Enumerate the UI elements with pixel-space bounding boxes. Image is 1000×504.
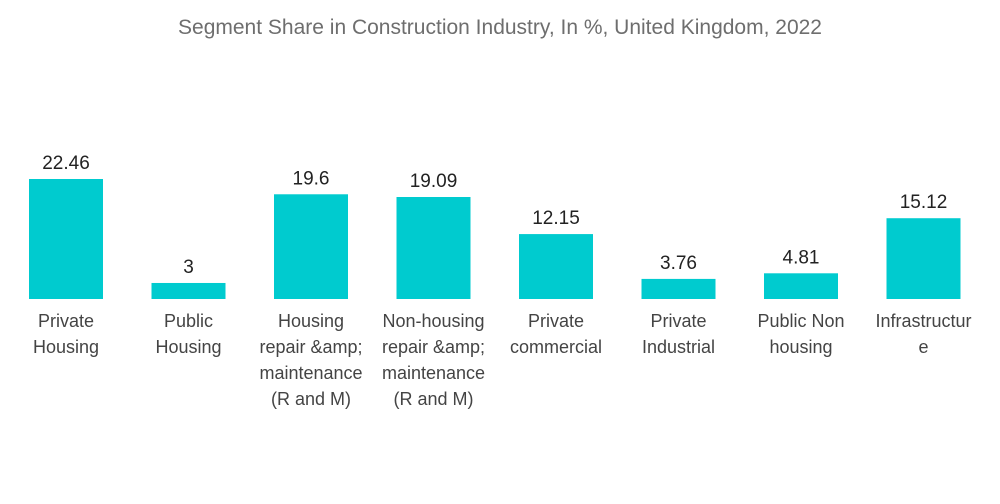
value-label-2: 3	[183, 257, 194, 278]
value-label-5: 12.15	[532, 208, 580, 229]
value-label-1: 22.46	[42, 153, 90, 174]
category-label-8: Infrastructur e	[875, 311, 971, 357]
value-label-4: 19.09	[410, 171, 458, 192]
bar-7	[764, 273, 838, 299]
category-label-2: Public Housing	[155, 311, 221, 357]
category-label-1: Private Housing	[33, 311, 99, 357]
category-label-6: Private Industrial	[642, 311, 715, 357]
bar-1	[29, 179, 103, 299]
category-label-4: Non-housing repair &amp; maintenance (R and…	[382, 311, 485, 409]
bar-3	[274, 194, 348, 299]
category-label-5: Private commercial	[510, 311, 602, 357]
bar-4	[396, 197, 471, 299]
value-label-7: 4.81	[783, 247, 820, 268]
value-label-3: 19.6	[293, 168, 330, 189]
bar-8	[886, 218, 961, 299]
bar-5	[519, 234, 593, 299]
category-label-7: Public Non housing	[757, 311, 844, 357]
bar-2	[151, 282, 226, 299]
value-label-8: 15.12	[900, 192, 948, 213]
chart-title: Segment Share in Construction Industry, …	[178, 16, 822, 39]
bar-6	[641, 278, 716, 299]
value-label-6: 3.76	[660, 253, 697, 274]
category-label-3: Housing repair &amp; maintenance (R and M)	[259, 311, 362, 409]
